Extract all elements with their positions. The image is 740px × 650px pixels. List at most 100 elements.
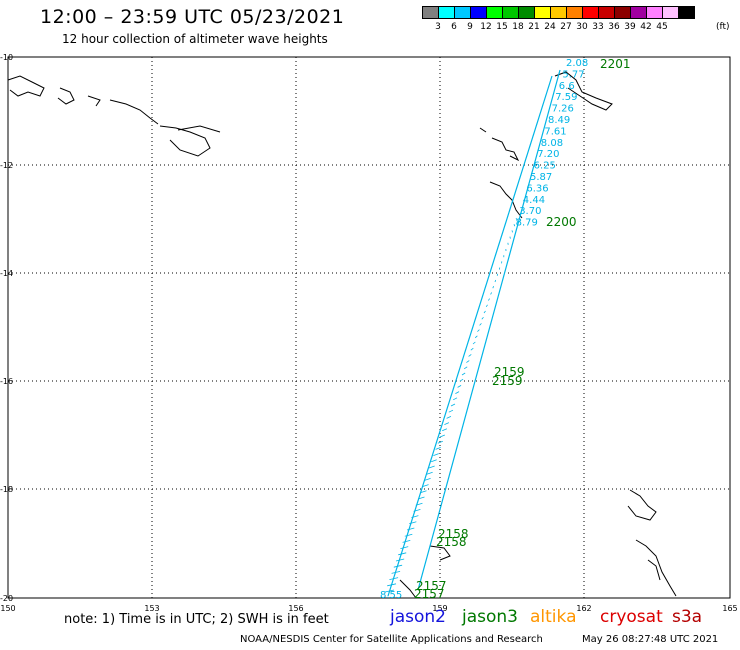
track-tick	[515, 217, 518, 221]
legend-altika: altika	[530, 607, 577, 627]
color-scale-label: 24	[544, 22, 556, 32]
longitude-label: 162	[576, 604, 591, 613]
pass-time-label: 2159	[494, 365, 525, 379]
legend-jason2: jason2	[390, 607, 446, 627]
map-subtitle: 12 hour collection of altimeter wave hei…	[62, 32, 328, 46]
track-tick	[409, 521, 417, 525]
color-scale-label: 30	[576, 22, 588, 32]
track-tick	[459, 378, 464, 382]
latitude-label: -14	[0, 269, 13, 278]
wave-height-label: 4.44	[523, 195, 545, 206]
track-tick	[391, 571, 401, 574]
color-scale-label: 45	[656, 22, 668, 32]
coastline	[647, 559, 661, 581]
wave-height-color-scale	[422, 6, 695, 19]
track-tick	[406, 527, 415, 531]
pass-time-label: 2159	[492, 374, 523, 388]
latitude-label: -10	[0, 53, 13, 62]
latitude-label: -12	[0, 161, 13, 170]
wave-height-label: 5.77	[562, 69, 584, 80]
legend-jason3: jason3	[462, 607, 518, 627]
track-tick	[483, 310, 486, 314]
coastline	[489, 181, 523, 219]
coastline	[635, 539, 677, 597]
color-scale-label: 21	[528, 22, 540, 32]
track-tick	[461, 372, 466, 376]
color-scale-label: 6	[451, 22, 457, 32]
track-tick	[488, 298, 490, 301]
track-tick	[446, 416, 452, 419]
track-tick	[424, 478, 431, 481]
track-tick	[448, 409, 454, 413]
track-tick	[398, 552, 407, 556]
color-scale-label: 12	[480, 22, 492, 32]
longitude-label: 159	[432, 604, 447, 613]
satellite-track	[387, 75, 553, 597]
satellite-track	[417, 69, 561, 591]
track-tick	[431, 459, 437, 463]
track-tick	[415, 502, 423, 506]
wave-height-label: 3.70	[519, 206, 541, 217]
track-tick	[509, 236, 511, 239]
legend-cryosat: cryosat	[600, 607, 663, 627]
longitude-label: 165	[722, 604, 737, 613]
wave-height-label: 8.08	[541, 138, 563, 149]
track-tick	[442, 428, 448, 432]
coastline	[399, 579, 417, 599]
color-scale-label: 39	[624, 22, 636, 32]
wave-height-label: 8.79	[516, 218, 538, 229]
track-tick	[474, 335, 478, 339]
track-tick	[496, 273, 499, 276]
wave-height-label: 7.61	[544, 126, 566, 137]
track-tick	[428, 465, 435, 469]
track-tick	[404, 533, 413, 537]
coastline	[159, 125, 211, 157]
track-tick	[494, 279, 497, 283]
track-tick	[479, 323, 482, 326]
track-tick	[384, 589, 395, 593]
track-tick	[413, 509, 421, 512]
track-tick	[513, 224, 516, 227]
track-tick	[422, 484, 429, 487]
credit-text: NOAA/NESDIS Center for Satellite Applica…	[240, 634, 543, 645]
track-tick	[433, 453, 439, 456]
latitude-label: -18	[0, 485, 13, 494]
color-scale-label: 9	[467, 22, 473, 32]
track-tick	[400, 546, 409, 549]
coastline	[177, 125, 221, 133]
track-tick	[466, 360, 470, 363]
coastline	[627, 489, 657, 521]
track-tick	[450, 403, 456, 407]
longitude-label: 153	[144, 604, 159, 613]
map-title: 12:00 – 23:59 UTC 05/23/2021	[40, 6, 345, 28]
track-tick	[477, 329, 480, 332]
wave-height-label: 8.55	[380, 590, 402, 601]
coastline	[109, 99, 159, 125]
pass-time-label: 2200	[546, 215, 577, 229]
color-swatch	[678, 6, 695, 19]
color-scale-label: 15	[496, 22, 508, 32]
track-tick	[402, 540, 411, 543]
track-tick	[439, 434, 445, 438]
track-tick	[411, 515, 419, 518]
generated-timestamp: May 26 08:27:48 UTC 2021	[582, 634, 719, 645]
color-scale-label: 27	[560, 22, 572, 32]
longitude-label: 156	[288, 604, 303, 613]
track-tick	[485, 304, 488, 308]
track-tick	[393, 564, 403, 568]
track-tick	[389, 577, 399, 580]
track-tick	[490, 292, 492, 295]
wave-height-label: 5.87	[530, 172, 552, 183]
wave-height-label: 2.08	[566, 58, 588, 69]
track-tick	[420, 490, 427, 494]
coastline	[87, 95, 101, 107]
track-tick	[395, 558, 405, 562]
pass-time-label: 2201	[600, 57, 631, 71]
color-scale-label: 36	[608, 22, 620, 32]
wave-height-label: 6.6	[559, 81, 575, 92]
coastline	[554, 71, 613, 111]
track-tick	[472, 341, 476, 345]
coastline	[429, 545, 451, 561]
scale-unit: (ft)	[716, 22, 730, 32]
